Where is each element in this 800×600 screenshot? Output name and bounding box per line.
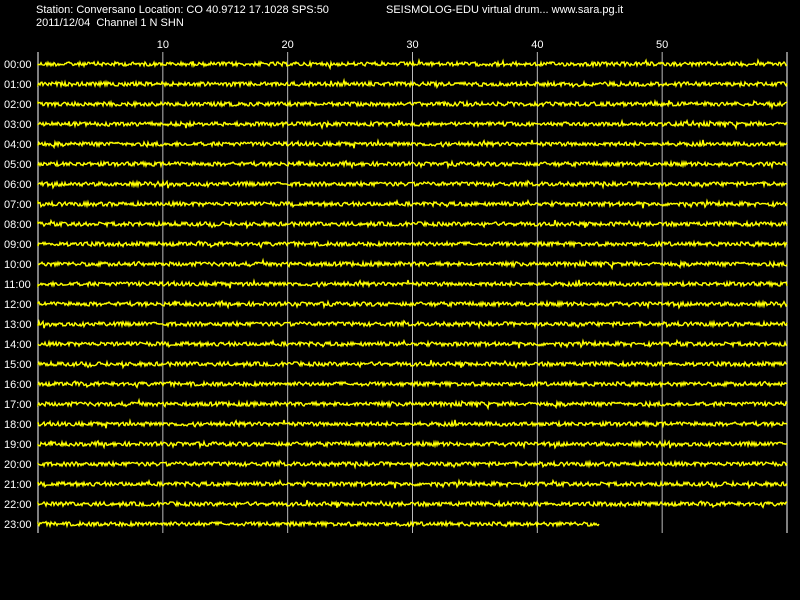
trace-row-0300 [37, 118, 788, 131]
trace-row-1500 [37, 359, 788, 370]
trace-row-1000 [37, 257, 788, 271]
row-label-1100: 11:00 [4, 279, 31, 291]
trace-row-0100 [37, 77, 788, 89]
row-label-1600: 16:00 [4, 379, 32, 391]
row-label-1700: 17:00 [4, 399, 32, 411]
row-label-0900: 09:00 [4, 239, 32, 251]
row-label-1400: 14:00 [4, 339, 32, 351]
row-label-0800: 08:00 [4, 219, 32, 231]
row-label-1500: 15:00 [4, 359, 32, 371]
row-label-1200: 12:00 [4, 299, 32, 311]
row-label-0000: 00:00 [4, 59, 32, 71]
trace-row-1300 [37, 319, 788, 330]
row-label-0100: 01:00 [4, 79, 32, 91]
row-label-2300: 23:00 [4, 519, 32, 531]
row-label-2000: 20:00 [4, 459, 32, 471]
row-label-0300: 03:00 [4, 119, 32, 131]
row-label-2200: 22:00 [4, 499, 32, 511]
trace-row-1900 [37, 439, 788, 450]
trace-row-2100 [37, 478, 788, 490]
trace-row-0600 [37, 179, 788, 190]
row-label-0500: 05:00 [4, 159, 32, 171]
trace-row-2300 [37, 519, 600, 529]
station-info: Station: Conversano Location: CO 40.9712… [36, 4, 329, 16]
trace-row-0900 [37, 239, 788, 249]
row-label-0200: 02:00 [4, 99, 32, 111]
trace-row-0700 [37, 198, 788, 209]
x-tick-label-10: 10 [157, 39, 169, 51]
row-label-1900: 19:00 [4, 439, 32, 451]
x-tick-label-20: 20 [282, 39, 294, 51]
app-title: SEISMOLOG-EDU virtual drum... www.sara.p… [386, 4, 624, 16]
trace-row-1200 [37, 299, 788, 310]
trace-row-0400 [37, 138, 788, 150]
trace-row-0500 [37, 159, 788, 170]
trace-row-2200 [37, 499, 788, 509]
x-tick-label-40: 40 [531, 39, 543, 51]
row-label-0600: 06:00 [4, 179, 32, 191]
row-label-0700: 07:00 [4, 199, 32, 211]
trace-row-1700 [37, 397, 788, 411]
date-channel-info: 2011/12/04 Channel 1 N SHN [36, 17, 184, 29]
row-label-1800: 18:00 [4, 419, 32, 431]
trace-row-0800 [37, 218, 788, 230]
row-label-1000: 10:00 [4, 259, 32, 271]
trace-row-0200 [37, 98, 788, 111]
trace-row-1100 [37, 278, 788, 289]
row-label-0400: 04:00 [4, 139, 32, 151]
x-tick-label-50: 50 [656, 39, 668, 51]
trace-row-2000 [37, 459, 788, 470]
trace-row-1800 [37, 418, 788, 429]
row-label-1300: 13:00 [4, 319, 32, 331]
row-label-2100: 21:00 [4, 479, 32, 491]
trace-row-1400 [37, 338, 788, 349]
trace-row-1600 [37, 379, 788, 389]
x-tick-label-30: 30 [406, 39, 418, 51]
trace-row-0000 [37, 57, 788, 71]
